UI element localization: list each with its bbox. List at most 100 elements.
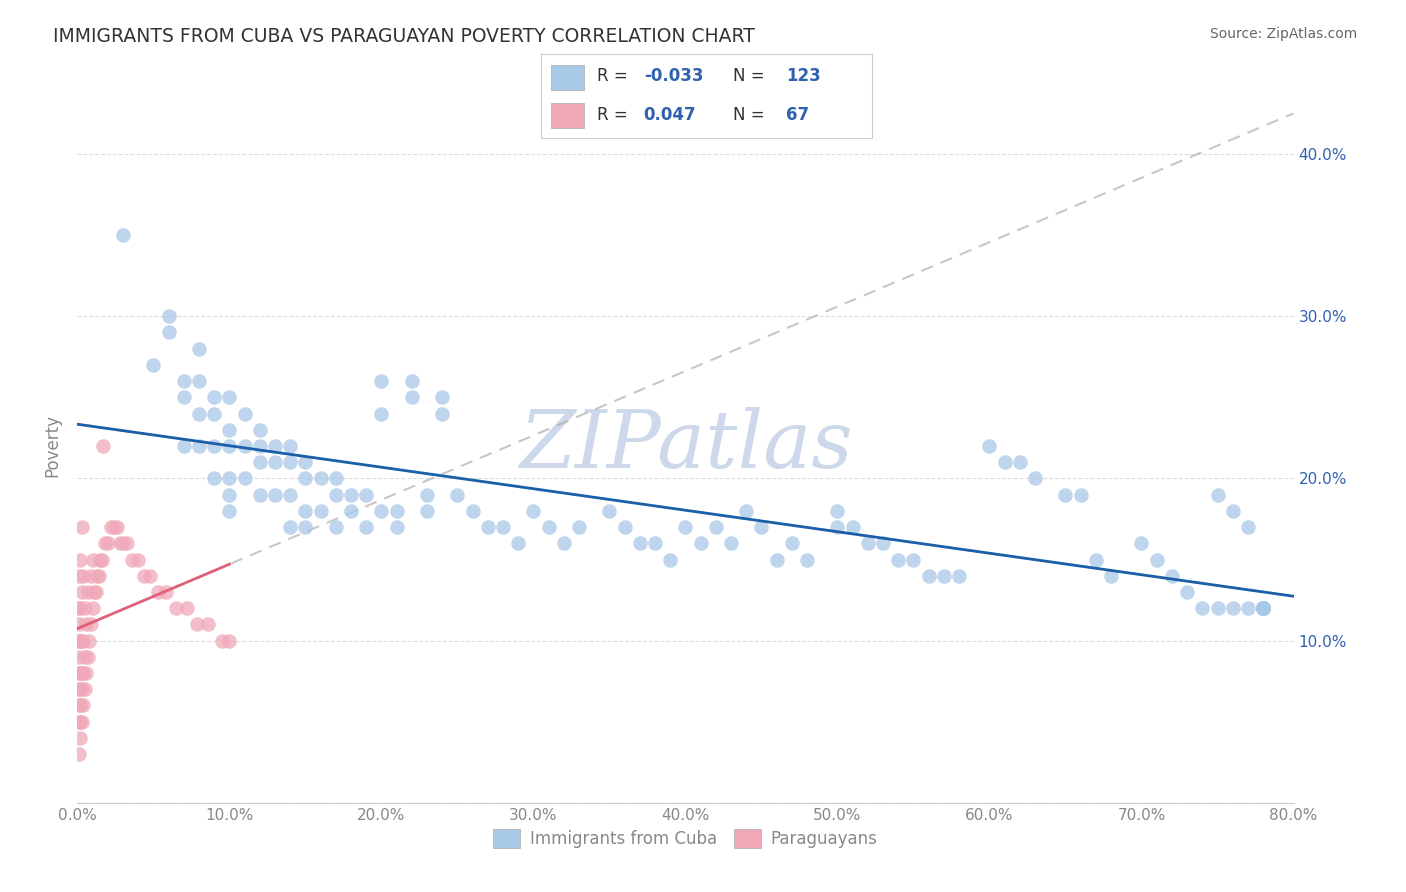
Point — [186, 617, 208, 632]
Point — [82, 601, 104, 615]
Point — [1008, 455, 1031, 469]
Point — [568, 520, 591, 534]
Point — [1251, 601, 1274, 615]
Point — [67, 601, 90, 615]
Point — [202, 407, 225, 421]
Point — [233, 471, 256, 485]
Point — [264, 488, 287, 502]
Point — [1161, 568, 1184, 582]
Legend: Immigrants from Cuba, Paraguayans: Immigrants from Cuba, Paraguayans — [486, 822, 884, 855]
Text: -0.033: -0.033 — [644, 68, 703, 86]
Point — [1251, 601, 1274, 615]
Point — [1237, 520, 1260, 534]
Point — [111, 228, 134, 243]
Text: R =: R = — [598, 106, 638, 124]
Point — [70, 585, 93, 599]
Point — [1251, 601, 1274, 615]
Point — [218, 423, 240, 437]
Point — [173, 439, 195, 453]
Point — [67, 633, 90, 648]
Point — [218, 390, 240, 404]
Point — [385, 504, 408, 518]
Point — [1130, 536, 1153, 550]
Point — [264, 455, 287, 469]
Point — [948, 568, 970, 582]
Point — [979, 439, 1001, 453]
Point — [69, 666, 91, 681]
Point — [1251, 601, 1274, 615]
Point — [72, 698, 94, 713]
Point — [340, 504, 363, 518]
Point — [82, 552, 104, 566]
Point — [354, 520, 377, 534]
Point — [103, 520, 125, 534]
Point — [354, 488, 377, 502]
Point — [994, 455, 1017, 469]
Point — [188, 374, 211, 388]
Point — [73, 649, 96, 664]
Point — [67, 568, 90, 582]
Point — [249, 488, 271, 502]
Point — [1251, 601, 1274, 615]
Point — [111, 536, 134, 550]
Point — [202, 390, 225, 404]
Point — [84, 585, 107, 599]
Point — [735, 504, 758, 518]
Point — [537, 520, 560, 534]
Point — [659, 552, 682, 566]
Point — [841, 520, 863, 534]
Point — [70, 682, 93, 697]
Point — [1206, 601, 1229, 615]
Point — [751, 520, 773, 534]
Text: 67: 67 — [786, 106, 808, 124]
Point — [508, 536, 530, 550]
Point — [67, 649, 90, 664]
Point — [211, 633, 233, 648]
Point — [100, 520, 122, 534]
Point — [370, 504, 392, 518]
Point — [80, 617, 103, 632]
Point — [70, 520, 93, 534]
Point — [872, 536, 894, 550]
Point — [827, 520, 849, 534]
Point — [1099, 568, 1122, 582]
Point — [218, 488, 240, 502]
Point — [67, 747, 90, 761]
Text: N =: N = — [733, 106, 775, 124]
Point — [430, 407, 453, 421]
Point — [127, 552, 149, 566]
Point — [218, 633, 240, 648]
Point — [704, 520, 727, 534]
Point — [461, 504, 484, 518]
Point — [67, 682, 90, 697]
Point — [416, 488, 439, 502]
Point — [90, 552, 112, 566]
Point — [385, 520, 408, 534]
Point — [1251, 601, 1274, 615]
Point — [72, 633, 94, 648]
Point — [80, 568, 103, 582]
Point — [1222, 504, 1244, 518]
Point — [75, 666, 97, 681]
Point — [401, 390, 423, 404]
Point — [856, 536, 879, 550]
Point — [1054, 488, 1077, 502]
Point — [1251, 601, 1274, 615]
Point — [918, 568, 941, 582]
Point — [249, 439, 271, 453]
Bar — [551, 64, 585, 90]
Point — [1222, 601, 1244, 615]
Point — [67, 698, 90, 713]
Point — [105, 520, 128, 534]
Point — [1070, 488, 1092, 502]
Point — [93, 536, 115, 550]
Point — [370, 374, 392, 388]
Point — [325, 520, 347, 534]
Text: Source: ZipAtlas.com: Source: ZipAtlas.com — [1209, 27, 1357, 41]
Point — [70, 714, 93, 729]
Point — [77, 649, 100, 664]
Text: R =: R = — [598, 68, 634, 86]
Point — [522, 504, 544, 518]
Point — [1251, 601, 1274, 615]
Point — [202, 439, 225, 453]
